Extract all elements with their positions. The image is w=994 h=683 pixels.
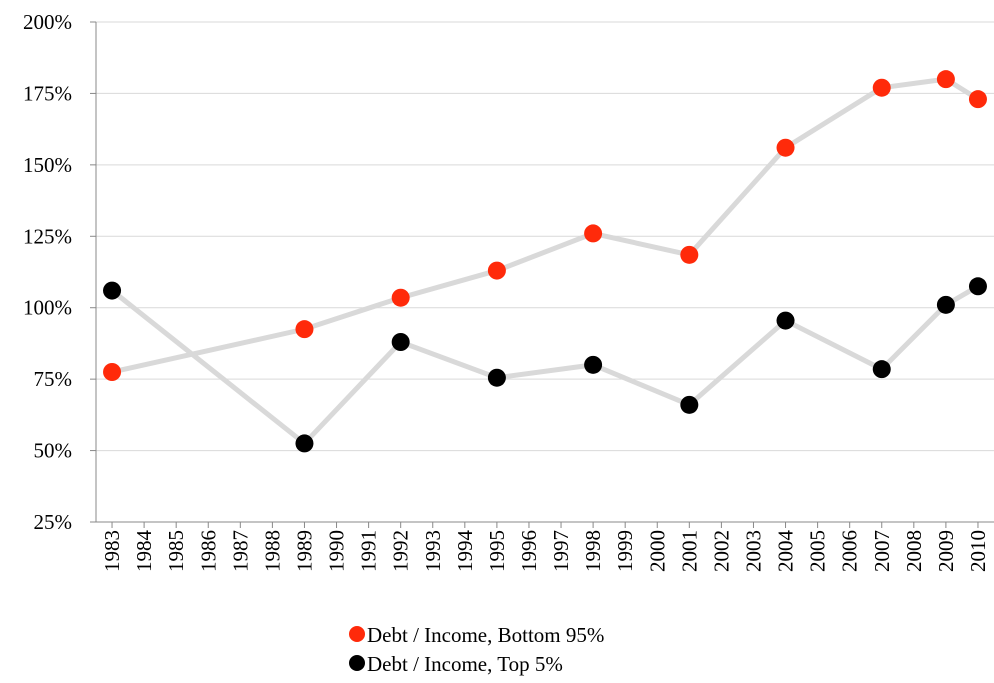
data-point	[936, 70, 955, 89]
x-tick-label: 1991	[357, 530, 381, 572]
data-point	[584, 224, 603, 243]
y-tick-label: 100%	[23, 296, 72, 320]
data-point	[776, 311, 795, 330]
legend-marker	[349, 626, 365, 642]
x-tick-label: 1987	[228, 530, 252, 572]
data-point	[968, 90, 987, 109]
legend-label: Debt / Income, Top 5%	[367, 652, 563, 676]
y-tick-label: 125%	[23, 224, 72, 248]
x-tick-label: 2000	[645, 530, 669, 572]
x-tick-label: 1994	[453, 530, 477, 573]
data-point	[295, 434, 314, 453]
data-point	[103, 281, 122, 300]
data-point	[776, 138, 795, 157]
data-point	[103, 363, 122, 381]
x-tick-label: 1989	[292, 530, 316, 572]
data-point	[391, 288, 410, 307]
legend-marker	[349, 655, 365, 671]
data-point	[872, 360, 891, 379]
data-point	[968, 277, 987, 296]
x-tick-label: 1985	[164, 530, 188, 572]
x-tick-label: 2008	[902, 530, 926, 572]
x-tick-label: 2003	[741, 530, 765, 572]
x-tick-label: 1983	[100, 530, 124, 572]
x-tick-label: 1997	[549, 530, 573, 572]
x-tick-label: 1993	[421, 530, 445, 572]
data-point	[487, 261, 506, 280]
y-tick-label: 150%	[23, 153, 72, 177]
data-point	[584, 355, 603, 374]
x-tick-label: 1984	[132, 530, 156, 573]
x-tick-label: 2004	[774, 530, 798, 573]
x-tick-label: 2007	[870, 530, 894, 572]
x-tick-label: 2010	[966, 530, 990, 572]
y-tick-label: 25%	[34, 510, 73, 534]
x-tick-label: 1988	[260, 530, 284, 572]
y-tick-label: 50%	[34, 439, 73, 463]
x-tick-label: 1990	[325, 530, 349, 572]
series-line	[110, 284, 980, 447]
x-tick-label: 1992	[389, 530, 413, 572]
y-tick-label: 175%	[23, 81, 72, 105]
x-tick-label: 2009	[934, 530, 958, 572]
y-tick-label: 75%	[34, 367, 73, 391]
data-point	[872, 78, 891, 97]
legend-label: Debt / Income, Bottom 95%	[367, 623, 604, 647]
x-tick-label: 1999	[613, 530, 637, 572]
x-tick-label: 2002	[709, 530, 733, 572]
data-point	[295, 320, 314, 339]
y-tick-label: 200%	[23, 10, 72, 34]
x-tick-label: 2006	[838, 530, 862, 572]
data-point	[680, 395, 699, 414]
x-tick-label: 1995	[485, 530, 509, 572]
data-point	[936, 295, 955, 314]
x-tick-label: 1996	[517, 530, 541, 572]
data-point	[487, 368, 506, 387]
data-point	[680, 245, 699, 264]
x-tick-label: 2005	[806, 530, 830, 572]
x-tick-label: 2001	[677, 530, 701, 572]
x-tick-label: 1986	[196, 530, 220, 572]
series-line	[111, 76, 980, 375]
data-point	[391, 333, 410, 351]
x-tick-label: 1998	[581, 530, 605, 572]
